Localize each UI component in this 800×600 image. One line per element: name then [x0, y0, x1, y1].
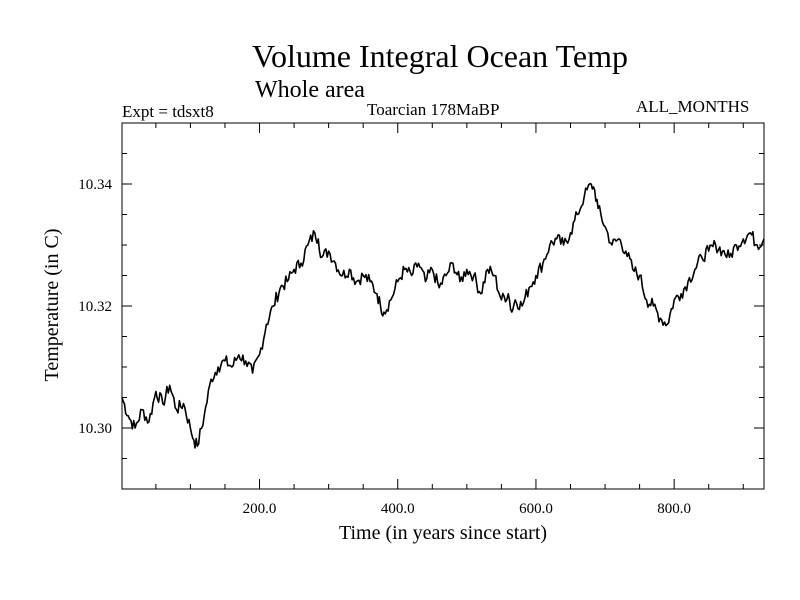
- y-tick-label: 10.30: [78, 421, 112, 437]
- y-tick-label: 10.32: [78, 299, 112, 315]
- axis-ticks: [122, 123, 764, 489]
- y-tick-label: 10.34: [78, 177, 112, 193]
- period-label: Toarcian 178MaBP: [367, 100, 500, 119]
- x-axis-label: Time (in years since start): [339, 522, 547, 544]
- x-tick-label: 600.0: [519, 501, 553, 517]
- x-tick-label: 200.0: [243, 501, 277, 517]
- x-tick-label: 800.0: [657, 501, 691, 517]
- experiment-label: Expt = tdsxt8: [122, 102, 214, 121]
- axis-tick-labels: 200.0 400.0 600.0 800.0 10.30 10.32 10.34: [78, 177, 691, 517]
- chart-title: Volume Integral Ocean Temp: [251, 38, 628, 74]
- x-tick-label: 400.0: [381, 501, 415, 517]
- chart-subtitle: Whole area: [255, 77, 365, 103]
- months-label: ALL_MONTHS: [636, 97, 750, 116]
- series-line: [121, 182, 765, 449]
- plot-frame: [121, 122, 765, 490]
- y-axis-label: Temperature (in C): [41, 229, 63, 382]
